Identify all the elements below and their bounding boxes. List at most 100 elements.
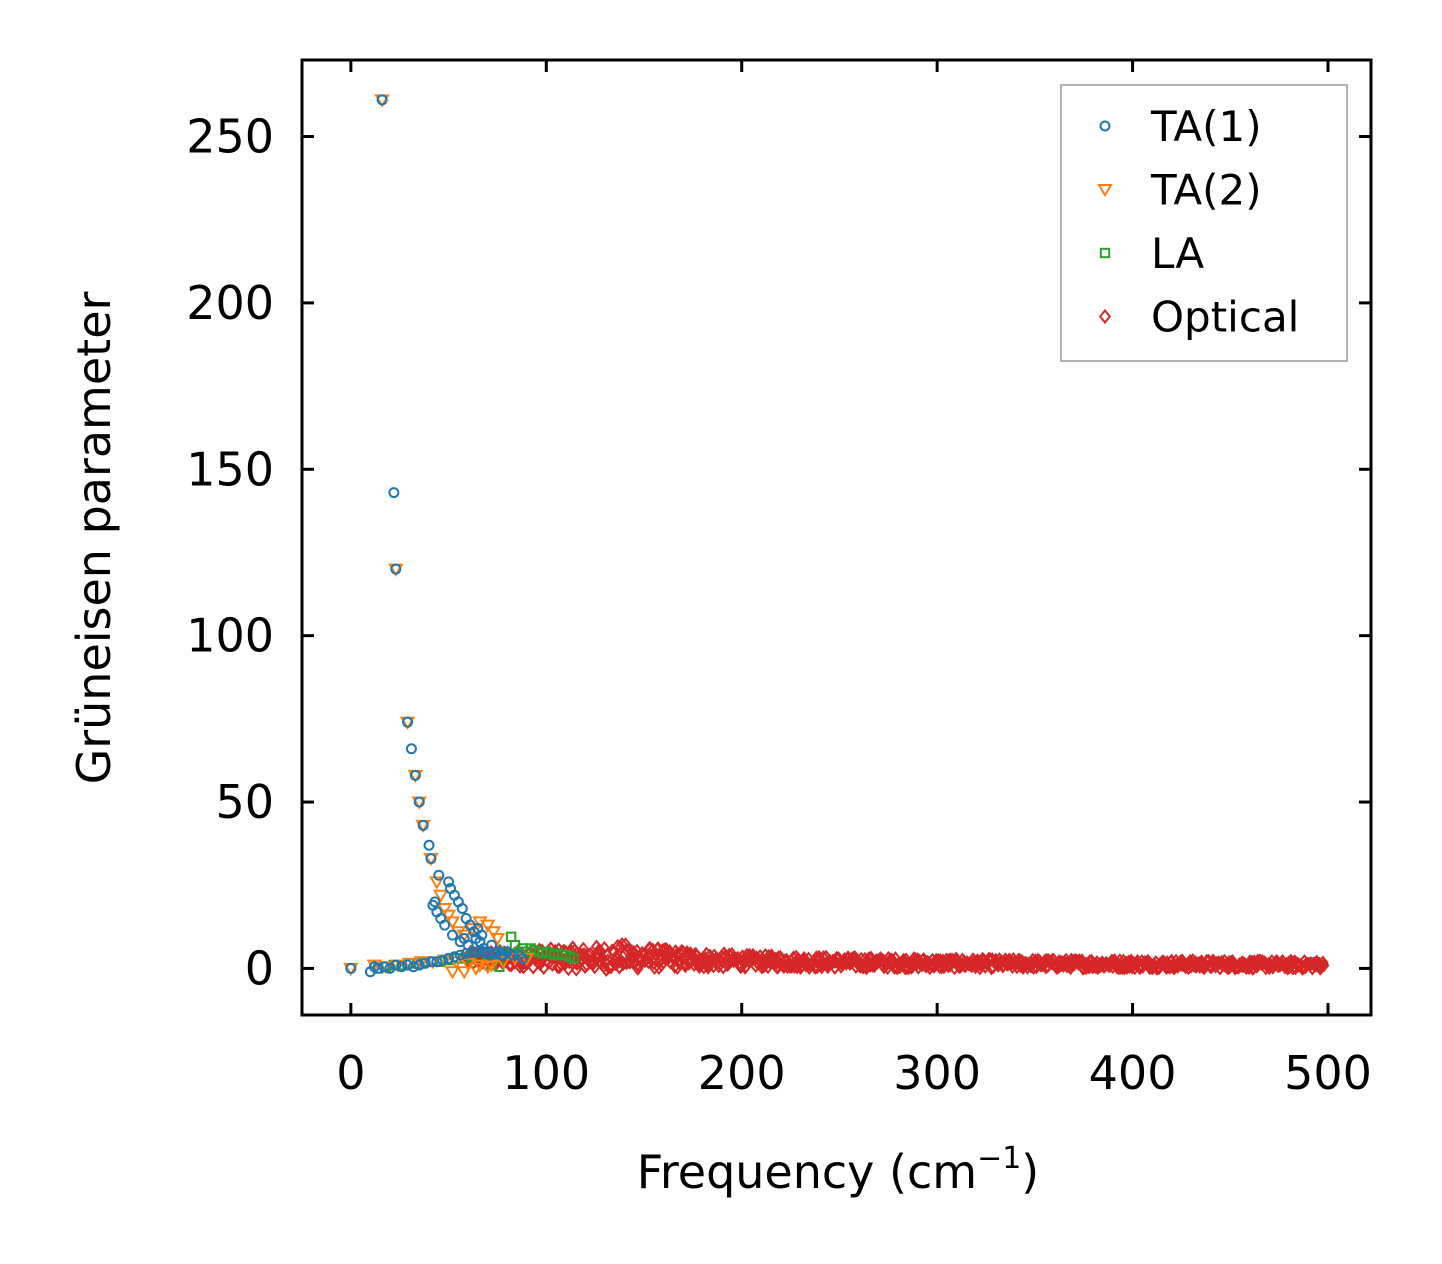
y-tick-label: 50 <box>215 775 274 829</box>
data-point <box>431 956 443 968</box>
data-point <box>443 876 455 888</box>
data-point <box>405 743 417 755</box>
data-point <box>436 903 453 917</box>
data-point <box>562 962 575 977</box>
data-point <box>507 949 519 961</box>
data-point <box>444 966 461 980</box>
data-point <box>384 962 396 974</box>
data-point <box>429 876 445 890</box>
data-point <box>402 959 414 971</box>
data-point <box>444 916 461 930</box>
data-point <box>448 951 460 963</box>
series-ta-1- <box>345 94 529 978</box>
data-point <box>425 956 437 968</box>
data-point <box>472 946 484 958</box>
data-point <box>505 931 517 943</box>
y-tick-label: 200 <box>186 276 274 330</box>
data-point <box>468 962 484 977</box>
y-tick-label: 100 <box>186 609 274 663</box>
data-point <box>419 957 431 969</box>
data-point <box>489 932 506 947</box>
data-point <box>345 962 357 974</box>
y-tick-label: 250 <box>186 110 274 164</box>
y-tick-label: 150 <box>186 442 274 496</box>
data-point <box>568 953 579 964</box>
data-point <box>458 932 470 944</box>
data-point <box>446 929 458 941</box>
data-point <box>518 952 535 967</box>
data-point <box>669 959 681 974</box>
series-optical <box>462 937 1330 977</box>
x-tick-label: 200 <box>698 1046 786 1100</box>
data-point <box>479 919 496 933</box>
x-axis-label: Frequency (cm−1) <box>637 1141 1040 1199</box>
data-point <box>437 954 449 966</box>
data-point <box>1318 958 1330 973</box>
x-tick-label: 100 <box>502 1046 590 1100</box>
data-point <box>390 563 402 575</box>
data-point <box>433 889 449 903</box>
data-point <box>388 487 400 499</box>
legend-marker <box>1099 120 1111 132</box>
data-point <box>433 869 445 881</box>
data-point <box>616 937 628 952</box>
data-point <box>466 946 478 958</box>
y-axis-label: Grüneisen parameter <box>67 291 121 784</box>
data-point <box>402 716 414 728</box>
data-point <box>460 947 472 959</box>
data-point <box>429 896 441 908</box>
data-point <box>378 961 390 973</box>
data-point <box>495 956 512 970</box>
x-tick-label: 400 <box>1089 1046 1177 1100</box>
data-point <box>489 947 501 959</box>
data-point <box>478 946 490 958</box>
data-point <box>495 949 507 961</box>
data-point <box>423 839 435 851</box>
data-point <box>409 769 421 781</box>
legend-label: LA <box>1151 229 1204 278</box>
data-point <box>456 966 472 980</box>
data-point <box>680 957 692 972</box>
data-point <box>439 919 451 931</box>
data-point <box>425 853 437 865</box>
data-point <box>443 952 455 964</box>
data-point <box>644 941 656 956</box>
plot-frame <box>300 58 1373 1017</box>
data-point <box>517 952 529 964</box>
x-tick-label: 0 <box>336 1046 365 1100</box>
data-point <box>468 926 480 938</box>
data-point <box>372 962 384 974</box>
data-point <box>413 796 425 808</box>
legend-marker <box>1099 247 1111 259</box>
y-tick-label: 0 <box>245 941 274 995</box>
data-point <box>407 961 419 973</box>
data-point <box>456 903 468 915</box>
data-point <box>647 942 659 957</box>
data-point <box>589 960 601 975</box>
data-point <box>366 959 383 973</box>
data-point <box>413 959 425 971</box>
data-point <box>791 960 803 975</box>
x-tick-label: 500 <box>1284 1046 1372 1100</box>
legend: TA(1) TA(2) LA Optical <box>1060 84 1348 362</box>
data-point <box>390 959 402 971</box>
legend-marker <box>1097 184 1113 198</box>
x-tick-label: 300 <box>893 1046 981 1100</box>
data-point <box>485 926 502 940</box>
data-point <box>396 961 408 973</box>
data-point <box>376 94 388 106</box>
axis-ticks: 0 100 200 300 400 500 0 50 100 150 200 250 <box>186 60 1372 1100</box>
data-point <box>454 949 466 961</box>
legend-marker <box>1098 308 1112 325</box>
data-point <box>717 960 729 975</box>
data-point <box>479 961 496 975</box>
data-point <box>484 949 496 961</box>
data-points <box>343 94 1330 980</box>
data-point <box>1317 955 1329 970</box>
data-point <box>413 956 429 970</box>
legend-label: TA(2) <box>1150 166 1262 215</box>
data-point <box>417 819 429 831</box>
series-ta-2- <box>343 94 535 980</box>
data-point <box>440 909 457 923</box>
